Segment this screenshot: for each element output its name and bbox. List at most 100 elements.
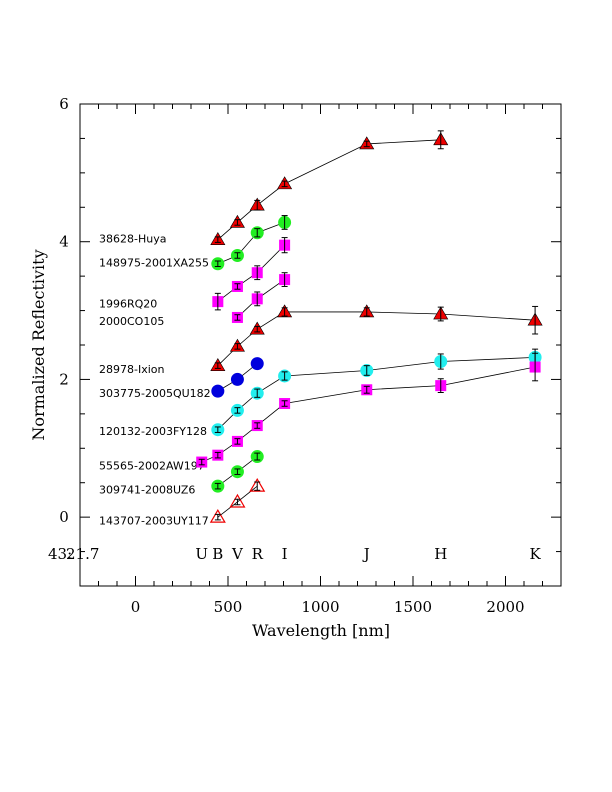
- data-point: [279, 398, 291, 410]
- series-label: 148975-2001XA255: [99, 256, 209, 269]
- point-marker: [230, 372, 244, 386]
- data-point: [230, 372, 244, 386]
- series-label: 28978-Ixion: [99, 363, 165, 376]
- data-point: [231, 435, 243, 447]
- y-tick-label: 4: [59, 233, 69, 251]
- data-point: [249, 197, 265, 211]
- x-tick-label: 1000: [301, 598, 339, 616]
- data-point: [359, 136, 375, 150]
- point-marker: [211, 384, 225, 398]
- y-axis-title: Normalized Reflectivity: [29, 249, 48, 440]
- data-point: [360, 363, 374, 377]
- data-point: [433, 306, 449, 322]
- data-point: [209, 508, 226, 523]
- data-point: [250, 386, 264, 400]
- data-point: [196, 456, 208, 468]
- data-point: [250, 450, 264, 464]
- data-point: [212, 449, 224, 461]
- series-line: [201, 366, 536, 463]
- data-point: [279, 237, 291, 254]
- data-point: [211, 384, 225, 398]
- data-point: [250, 357, 264, 371]
- series-143707-2003UY117: [209, 477, 266, 523]
- band-label-R: R: [252, 545, 264, 563]
- x-axis-title: Wavelength [nm]: [252, 621, 390, 640]
- data-point: [251, 265, 263, 281]
- data-point: [211, 257, 225, 271]
- y-tick-label: 0: [59, 508, 69, 526]
- series-label: 2000CO105: [99, 315, 164, 328]
- data-point: [433, 130, 449, 150]
- data-point: [361, 384, 373, 396]
- series-28978-Ixion: [210, 304, 543, 371]
- axis-ticks: 0 500 1000 1500 2000 0 2 4 6: [59, 95, 561, 616]
- data-point: [278, 215, 292, 230]
- series-1996RQ20: [212, 237, 291, 311]
- object-id-label: 43:: [48, 545, 72, 563]
- series-label: 120132-2003FY128: [99, 425, 207, 438]
- series-layer: [196, 130, 543, 523]
- data-point: [250, 226, 264, 240]
- data-point: [277, 304, 293, 318]
- series-line: [217, 311, 536, 366]
- point-marker: [229, 493, 246, 508]
- y-tick-label: 2: [59, 370, 69, 388]
- x-tick-label: 500: [214, 598, 243, 616]
- band-label-B: B: [212, 545, 223, 563]
- series-line: [217, 244, 285, 302]
- data-point: [229, 214, 245, 228]
- band-label-U: U: [195, 545, 208, 563]
- series-label: 309741-2008UZ6: [99, 484, 195, 497]
- data-point: [251, 291, 263, 307]
- data-point: [529, 352, 541, 382]
- data-point: [230, 403, 244, 417]
- data-point: [434, 353, 448, 370]
- point-marker: [250, 357, 264, 371]
- data-point: [210, 358, 226, 371]
- data-point: [359, 304, 375, 318]
- data-point: [231, 280, 243, 292]
- x-tick-label: 0: [131, 598, 141, 616]
- y-tick-label: 6: [59, 95, 69, 113]
- series-label: 143707-2003UY117: [99, 515, 209, 528]
- series-303775-2005QU182: [211, 357, 264, 398]
- band-label-V: V: [231, 545, 244, 563]
- data-point: [279, 272, 291, 287]
- band-label-J: J: [362, 545, 370, 563]
- data-point: [249, 321, 265, 335]
- series-148975-2001XA255: [211, 215, 292, 271]
- band-label-I: I: [282, 545, 288, 563]
- data-point: [230, 248, 244, 262]
- magnitude-label: 21.7: [66, 545, 99, 563]
- point-marker: [209, 508, 226, 523]
- series-309741-2008UZ6: [211, 450, 264, 493]
- band-label-H: H: [434, 545, 447, 563]
- band-label-K: K: [529, 545, 541, 563]
- data-point: [435, 378, 447, 394]
- data-point: [277, 176, 293, 190]
- x-tick-label: 1500: [394, 598, 432, 616]
- series-label: 303775-2005QU182: [99, 387, 211, 400]
- series-line: [217, 139, 441, 240]
- point-marker: [249, 477, 266, 492]
- data-point: [230, 465, 244, 479]
- x-tick-label: 2000: [486, 598, 524, 616]
- data-point: [278, 369, 292, 383]
- series-line: [217, 222, 285, 265]
- series-label: 1996RQ20: [99, 298, 157, 311]
- series-label: 55565-2002AW197: [99, 460, 205, 473]
- data-point: [210, 232, 226, 245]
- data-point: [211, 423, 225, 437]
- series-label: 38628-Huya: [99, 232, 166, 245]
- series-38628-Huya: [210, 130, 449, 245]
- object-labels: 38628-Huya 148975-2001XA255 1996RQ20 2000CO…: [99, 232, 211, 527]
- data-point: [251, 420, 263, 432]
- data-point: [249, 477, 266, 492]
- data-point: [229, 493, 246, 508]
- series-55565-2002AW197: [196, 352, 541, 468]
- data-point: [229, 338, 245, 352]
- data-point: [211, 479, 225, 493]
- data-point: [231, 311, 243, 323]
